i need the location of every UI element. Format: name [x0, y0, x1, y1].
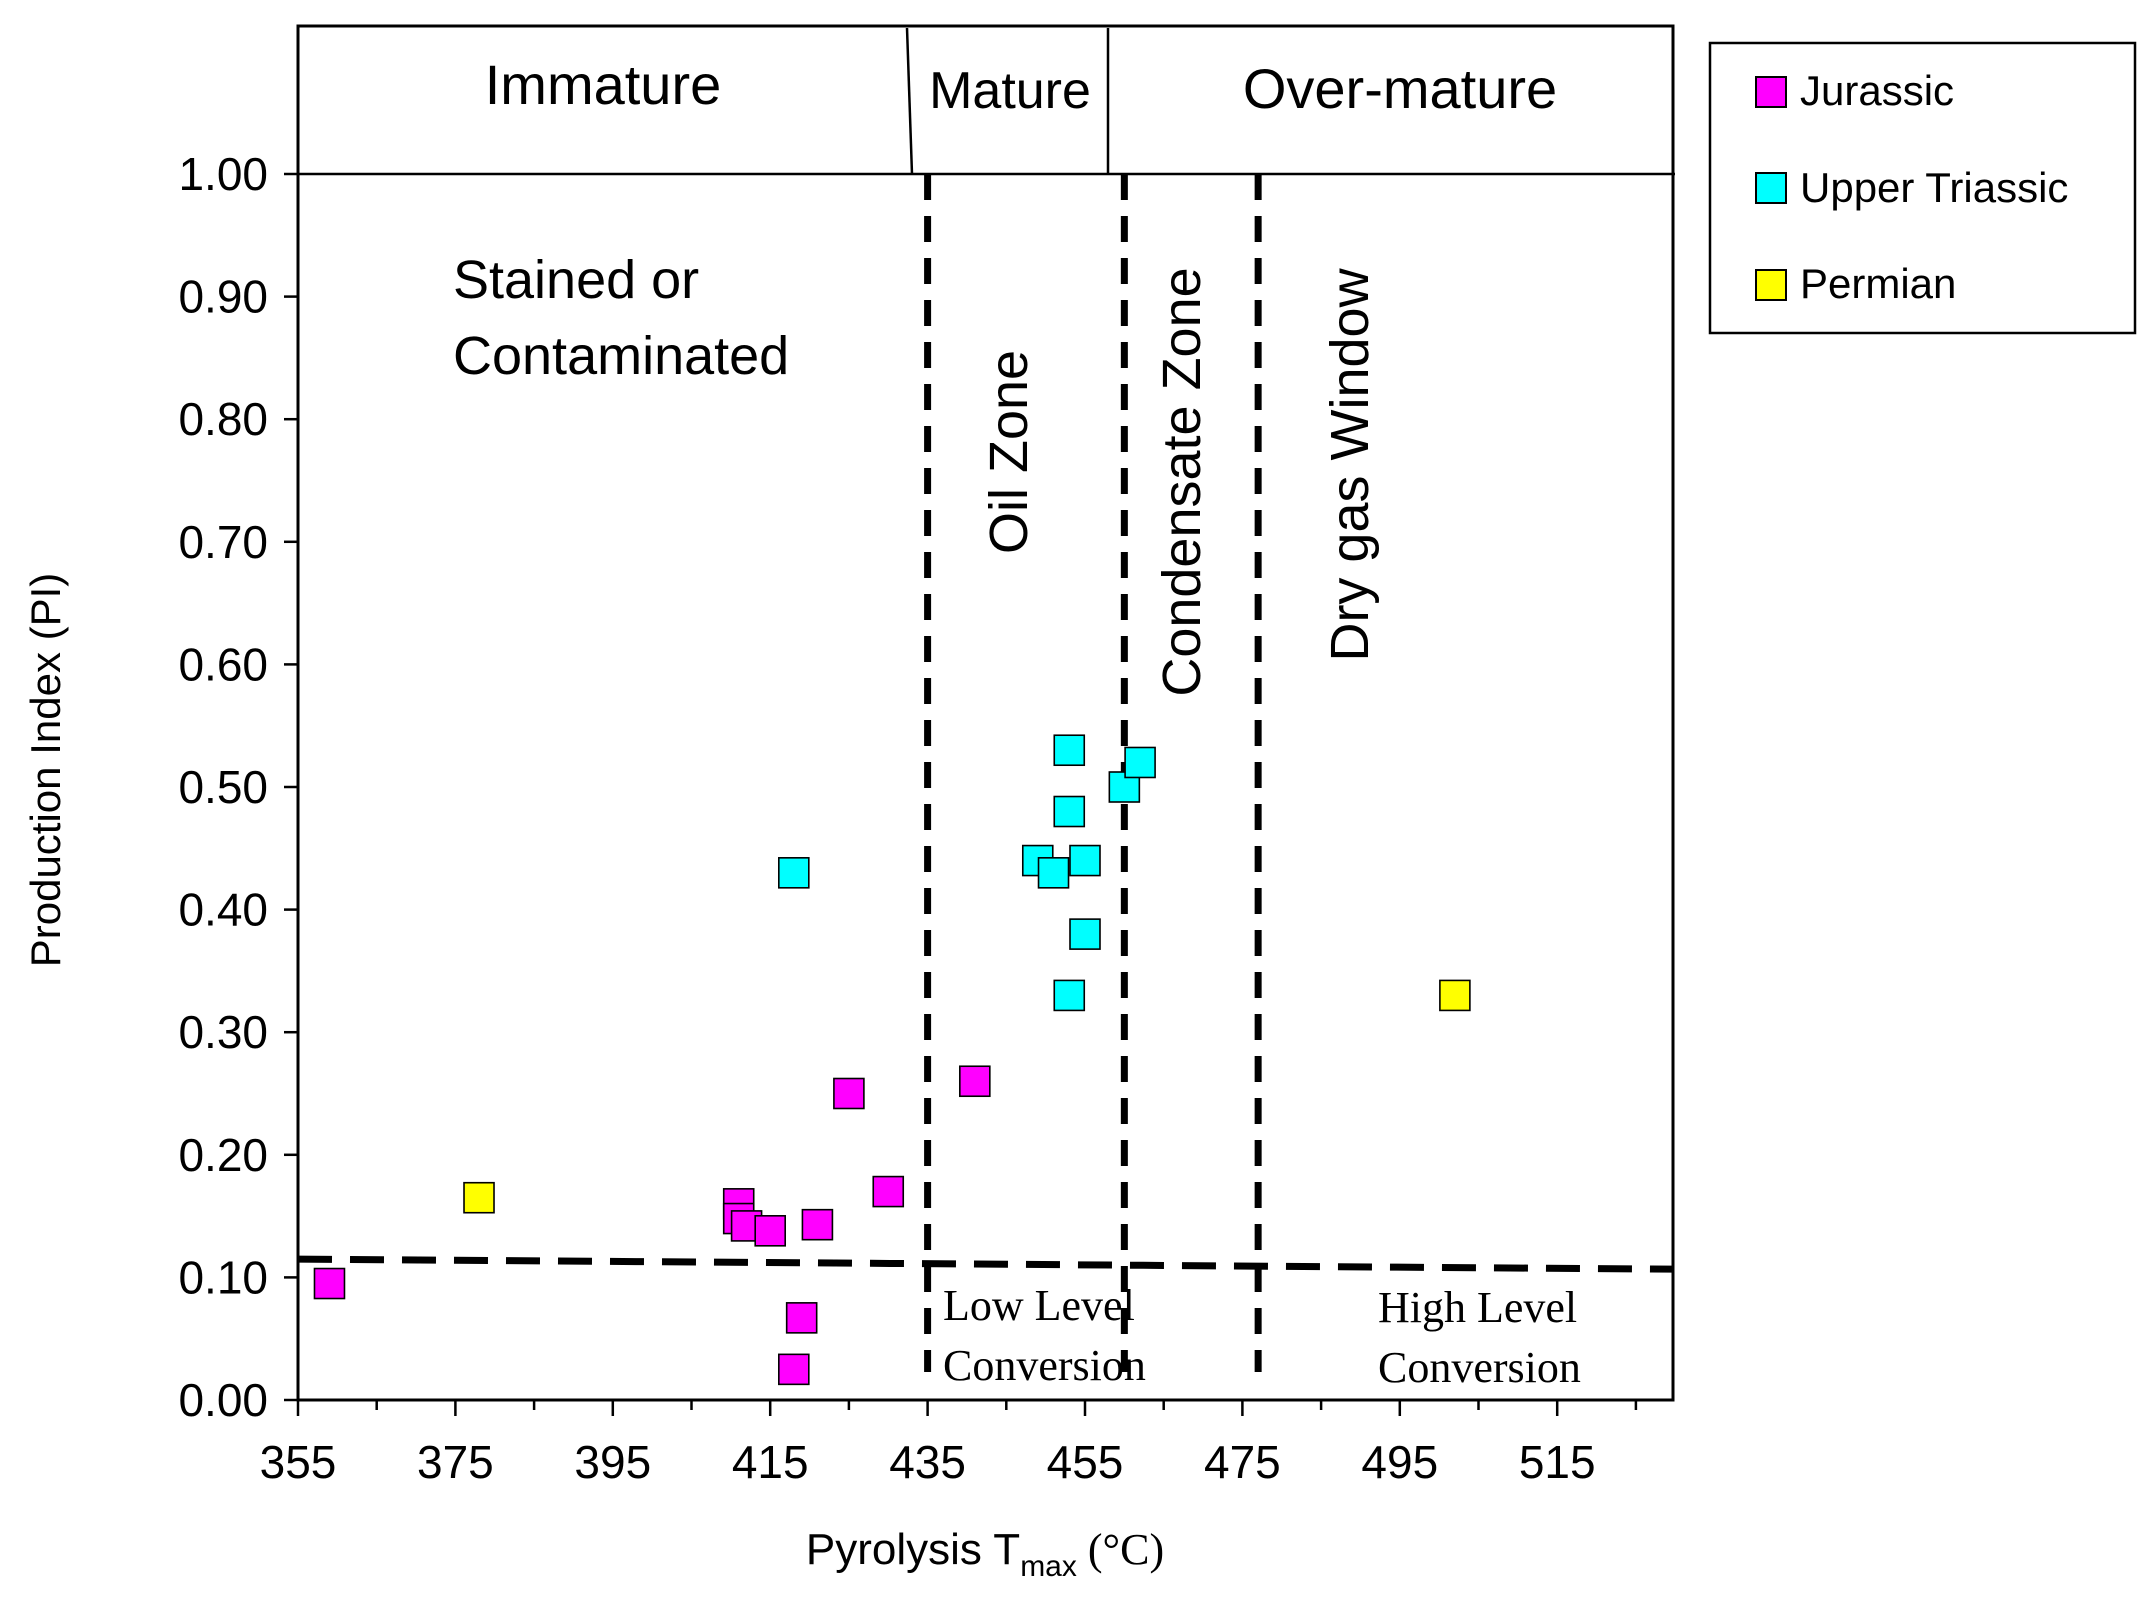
x-tick-label: 355 [260, 1436, 337, 1488]
data-point-jurassic [959, 1065, 991, 1098]
legend-swatch-upper-triassic [1755, 172, 1787, 204]
band-label-over-mature: Over-mature [1243, 57, 1557, 120]
data-point-permian [1439, 979, 1471, 1012]
x-tick-label: 435 [889, 1436, 966, 1488]
region-label-high-level: High Level [1378, 1283, 1577, 1332]
x-tick-label: 415 [732, 1436, 809, 1488]
y-tick-label: 0.80 [178, 393, 268, 445]
legend-label-upper-triassic: Upper Triassic [1800, 164, 2068, 211]
x-axis-title: Pyrolysis Tmax (°C) [806, 1525, 1164, 1583]
data-points [313, 734, 1471, 1386]
x-axis-title-unit: (°C) [1077, 1525, 1164, 1574]
plot-frame [296, 24, 1675, 1402]
band-label-immature: Immature [485, 53, 722, 116]
x-tick-label: 515 [1519, 1436, 1596, 1488]
x-tick-label: 395 [574, 1436, 651, 1488]
y-tick-label: 0.10 [178, 1251, 268, 1303]
region-label-dry-gas: Dry gas Window [1320, 267, 1380, 661]
data-point-jurassic [754, 1215, 787, 1247]
region-label-low-level-conversion: Conversion [943, 1341, 1146, 1390]
y-tick-label: 0.00 [178, 1374, 268, 1426]
y-tick-label: 0.50 [178, 761, 268, 813]
data-point-upper-triassic [1037, 857, 1070, 889]
band-label-mature: Mature [929, 62, 1091, 120]
y-tick-label: 0.40 [178, 884, 268, 936]
data-point-upper-triassic [1053, 979, 1086, 1012]
region-label-oil-zone: Oil Zone [979, 350, 1039, 554]
legend-swatch-jurassic [1755, 76, 1787, 108]
legend-label-permian: Permian [1800, 260, 1956, 307]
y-tick-label: 0.90 [178, 271, 268, 323]
x-tick-label: 495 [1361, 1436, 1438, 1488]
band-separator-immature-mature [905, 27, 914, 175]
horizontal-boundary [297, 1255, 1674, 1273]
data-point-permian [463, 1181, 495, 1214]
region-label-high-level-conversion: Conversion [1378, 1343, 1581, 1392]
data-point-upper-triassic [1053, 734, 1086, 767]
data-point-upper-triassic [1124, 746, 1156, 779]
y-tick-label: 0.30 [178, 1006, 268, 1058]
x-tick-label: 455 [1047, 1436, 1124, 1488]
x-tick-label: 475 [1204, 1436, 1281, 1488]
legend-label-jurassic: Jurassic [1800, 67, 1954, 114]
data-point-jurassic [872, 1175, 905, 1208]
y-tick-label: 1.00 [178, 148, 268, 200]
data-point-jurassic [833, 1077, 865, 1110]
region-label-low-level: Low Level [943, 1281, 1135, 1330]
data-point-upper-triassic [778, 857, 810, 889]
legend: Jurassic Upper Triassic Permian [1708, 41, 2137, 335]
legend-swatch-permian [1755, 269, 1787, 301]
data-point-upper-triassic [1053, 795, 1086, 828]
data-point-jurassic [801, 1208, 834, 1241]
y-tick-label: 0.20 [178, 1129, 268, 1181]
x-axis: 355 375 395 415 435 455 475 495 515 [260, 1400, 1638, 1488]
y-axis: 0.00 0.10 0.20 0.30 0.40 0.50 0.60 0.70 0.80 0.90… [178, 148, 298, 1426]
data-point-jurassic [785, 1302, 818, 1334]
data-point-upper-triassic [1069, 918, 1101, 950]
x-tick-label: 375 [417, 1436, 494, 1488]
data-point-jurassic [778, 1353, 810, 1386]
data-point-upper-triassic [1069, 844, 1101, 877]
region-label-contaminated: Contaminated [453, 326, 789, 386]
data-point-jurassic [313, 1267, 346, 1300]
y-axis-title: Production Index (PI) [22, 573, 69, 968]
y-tick-label: 0.70 [178, 516, 268, 568]
x-axis-title-main: Pyrolysis T [806, 1525, 1020, 1574]
region-label-condensate-zone: Condensate Zone [1152, 267, 1212, 696]
y-tick-label: 0.60 [178, 638, 268, 690]
region-label-stained: Stained or [453, 250, 699, 310]
x-axis-title-subscript: max [1020, 1550, 1077, 1583]
